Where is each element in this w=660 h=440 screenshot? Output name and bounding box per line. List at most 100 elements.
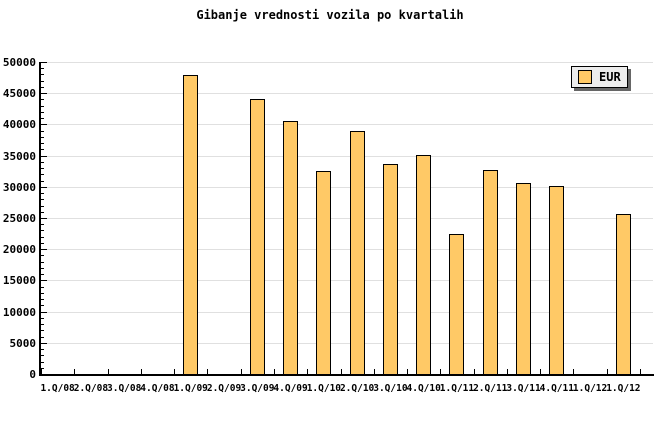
y-major-tick — [41, 93, 47, 95]
x-axis-tick — [140, 369, 142, 374]
x-axis-tick — [340, 369, 342, 374]
y-minor-tick — [41, 361, 44, 363]
bar-2-q-11 — [482, 169, 498, 375]
bar-1-q-11 — [449, 234, 465, 375]
y-minor-tick — [41, 236, 44, 238]
x-axis-tick — [606, 369, 608, 374]
y-minor-tick — [41, 111, 44, 113]
y-minor-tick — [41, 174, 44, 176]
y-axis-tick-label: 30000 — [2, 180, 36, 194]
y-major-tick — [41, 249, 47, 251]
y-minor-tick — [41, 130, 44, 132]
y-minor-tick — [41, 261, 44, 263]
x-axis-tick-label: 4.Q/09 — [273, 383, 308, 394]
y-minor-tick — [41, 349, 44, 351]
x-axis-tick — [207, 369, 209, 374]
x-axis-tick-label: 1.Q/10 — [306, 383, 342, 394]
y-minor-tick — [41, 355, 44, 357]
y-gridline — [41, 249, 653, 251]
y-minor-tick — [41, 199, 44, 201]
y-minor-tick — [41, 168, 44, 170]
y-axis-tick-label: 50000 — [2, 56, 36, 69]
y-gridline — [41, 155, 653, 157]
y-minor-tick — [41, 118, 44, 120]
y-minor-tick — [41, 105, 44, 107]
x-axis-tick — [540, 369, 542, 374]
y-axis-tick-label: 10000 — [2, 305, 36, 319]
y-minor-tick — [41, 317, 44, 319]
y-minor-tick — [41, 299, 44, 301]
y-minor-tick — [41, 242, 44, 244]
bar-3-q-10 — [382, 164, 398, 375]
x-axis-tick-label: 2.Q/09 — [206, 383, 242, 394]
y-minor-tick — [41, 136, 44, 138]
bar-1-q-10 — [316, 171, 332, 375]
legend: EUR — [571, 66, 628, 88]
y-major-tick — [41, 342, 47, 344]
x-axis-tick-label: 1.Q/09 — [173, 383, 208, 394]
y-axis-tick-label: 45000 — [2, 87, 36, 101]
bar-4-q-10 — [416, 154, 432, 375]
x-axis-tick — [407, 369, 409, 374]
x-axis-tick-label: 1.Q/11 — [439, 383, 475, 394]
x-axis-tick — [307, 369, 309, 374]
y-minor-tick — [41, 274, 44, 276]
bar-2-q-10 — [349, 131, 365, 375]
y-minor-tick — [41, 161, 44, 163]
y-major-tick — [41, 124, 47, 126]
y-major-tick — [41, 62, 47, 63]
x-axis-tick — [74, 369, 76, 374]
y-minor-tick — [41, 255, 44, 257]
y-gridline — [41, 124, 653, 126]
x-axis-tick-label: 4.Q/08 — [140, 383, 175, 394]
legend-label: EUR — [599, 70, 621, 84]
y-minor-tick — [41, 86, 44, 88]
x-axis-tick — [373, 369, 375, 374]
y-axis-tick-label: 20000 — [2, 243, 36, 257]
y-minor-tick — [41, 305, 44, 307]
y-major-tick — [41, 155, 47, 157]
legend-swatch-icon — [578, 70, 592, 84]
y-axis-tick-label: 40000 — [2, 118, 36, 132]
y-minor-tick — [41, 292, 44, 294]
y-minor-tick — [41, 324, 44, 326]
y-gridline — [41, 62, 653, 63]
bar-1-q-09 — [183, 75, 199, 375]
y-major-tick — [41, 218, 47, 219]
y-minor-tick — [41, 99, 44, 101]
x-axis-tick-label: 2.Q/10 — [339, 383, 375, 394]
y-minor-tick — [41, 211, 44, 213]
x-axis-tick-label: 1.Q/12 — [572, 383, 608, 394]
y-gridline — [41, 186, 653, 188]
y-major-tick — [41, 311, 47, 313]
y-minor-tick — [41, 205, 44, 207]
x-axis-tick-label: 2.Q/08 — [73, 383, 109, 394]
y-axis-tick-label: 0 — [29, 368, 36, 381]
x-axis-tick-label: 2.Q/11 — [473, 383, 508, 394]
y-axis-tick-label: 35000 — [2, 149, 36, 163]
y-axis-tick-label: 5000 — [9, 336, 37, 350]
chart-title: Gibanje vrednosti vozila po kvartalih — [196, 8, 464, 22]
y-minor-tick — [41, 143, 44, 145]
y-major-tick — [41, 186, 47, 188]
y-minor-tick — [41, 267, 44, 269]
y-minor-tick — [41, 286, 44, 288]
y-minor-tick — [41, 180, 44, 182]
x-axis-tick-label: 1.Q/08 — [40, 383, 75, 394]
x-axis-tick — [107, 369, 109, 374]
bar-1-q-12 — [615, 213, 631, 375]
x-axis-tick-label: 3.Q/09 — [240, 383, 275, 394]
y-minor-tick — [41, 330, 44, 332]
y-axis-tick-label: 15000 — [2, 274, 36, 288]
y-minor-tick — [41, 68, 44, 70]
y-minor-tick — [41, 193, 44, 195]
x-axis-tick — [473, 369, 475, 374]
y-axis-tick-label: 25000 — [2, 212, 36, 225]
x-axis-tick — [573, 369, 575, 374]
x-axis-tick-label: 4.Q/11 — [539, 383, 574, 394]
bar-4-q-09 — [283, 121, 299, 375]
y-gridline — [41, 311, 653, 313]
x-axis-tick — [640, 369, 641, 374]
x-axis-tick — [41, 369, 42, 374]
bar-3-q-11 — [516, 183, 532, 375]
